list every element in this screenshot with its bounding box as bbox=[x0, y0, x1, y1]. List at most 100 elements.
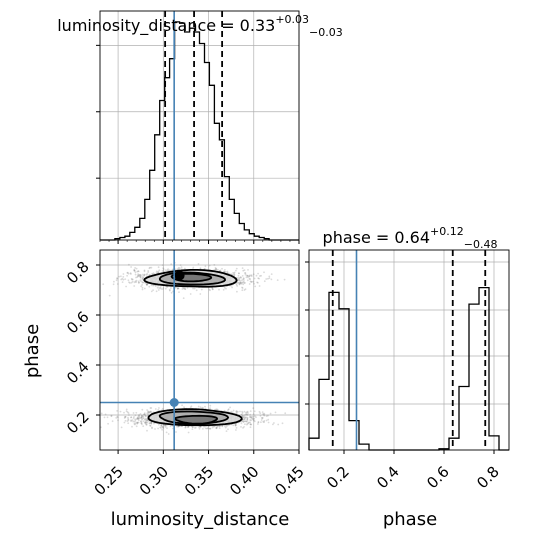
scatter-point bbox=[183, 287, 185, 290]
scatter-point bbox=[140, 285, 143, 288]
scatter-point bbox=[214, 408, 217, 411]
scatter-point bbox=[164, 424, 167, 427]
scatter-point bbox=[141, 286, 144, 289]
scatter-point bbox=[250, 423, 252, 426]
scatter-point bbox=[263, 421, 265, 424]
scatter-point bbox=[251, 415, 254, 418]
scatter-point bbox=[221, 424, 224, 427]
truth-marker bbox=[169, 398, 179, 407]
scatter-point bbox=[137, 274, 140, 277]
scatter-point bbox=[232, 424, 235, 427]
scatter-point bbox=[235, 427, 238, 429]
scatter-point bbox=[216, 426, 218, 428]
scatter-point bbox=[215, 268, 218, 271]
scatter-point bbox=[199, 425, 202, 428]
scatter-point bbox=[136, 422, 139, 424]
scatter-point bbox=[244, 272, 247, 274]
scatter-point bbox=[140, 422, 143, 425]
scatter-point bbox=[167, 433, 170, 435]
scatter-point bbox=[155, 290, 158, 293]
scatter-point bbox=[162, 287, 165, 289]
contour-line bbox=[170, 272, 213, 283]
scatter-point bbox=[243, 289, 246, 291]
scatter-point bbox=[134, 414, 137, 417]
scatter-point bbox=[248, 283, 251, 285]
scatter-point bbox=[131, 278, 134, 281]
scatter-point bbox=[133, 420, 136, 423]
scatter-point bbox=[161, 426, 164, 428]
scatter-point bbox=[178, 291, 180, 293]
scatter-point bbox=[137, 421, 140, 424]
scatter-point bbox=[140, 422, 143, 424]
scatter-point bbox=[182, 287, 185, 289]
scatter-point bbox=[249, 423, 252, 426]
scatter-point bbox=[257, 281, 259, 284]
scatter-point bbox=[252, 413, 255, 415]
scatter-point bbox=[245, 420, 248, 423]
scatter-point bbox=[213, 268, 216, 271]
scatter-point bbox=[149, 411, 151, 414]
scatter-point bbox=[134, 419, 137, 422]
scatter-point bbox=[141, 284, 144, 286]
scatter-point bbox=[124, 416, 126, 418]
scatter-point bbox=[239, 276, 242, 278]
scatter-point bbox=[123, 417, 126, 419]
scatter-point bbox=[178, 425, 180, 428]
scatter-point bbox=[231, 286, 234, 289]
scatter-point bbox=[134, 423, 136, 426]
scatter-point bbox=[112, 283, 115, 286]
scatter-point bbox=[262, 413, 264, 415]
scatter-point bbox=[116, 415, 119, 418]
x-tick-label: 0.4 bbox=[373, 463, 403, 493]
scatter-point bbox=[142, 420, 145, 423]
scatter-point bbox=[244, 414, 246, 416]
scatter-point bbox=[170, 287, 172, 289]
scatter-point bbox=[133, 423, 136, 425]
scatter-point bbox=[140, 420, 142, 423]
scatter-point bbox=[150, 410, 152, 413]
scatter-point bbox=[137, 419, 140, 422]
scatter-point bbox=[241, 415, 244, 418]
scatter-point bbox=[151, 273, 153, 275]
scatter-point bbox=[135, 279, 138, 282]
scatter-point bbox=[246, 418, 249, 421]
scatter-point bbox=[132, 412, 135, 414]
scatter-point bbox=[281, 422, 284, 425]
scatter-point bbox=[121, 281, 124, 283]
scatter-point bbox=[233, 272, 235, 275]
scatter-point bbox=[149, 266, 152, 269]
scatter-point bbox=[136, 270, 139, 273]
scatter-point bbox=[242, 421, 245, 423]
scatter-point bbox=[169, 425, 172, 428]
scatter-point bbox=[240, 281, 242, 284]
scatter-point bbox=[152, 272, 155, 274]
scatter-point bbox=[198, 427, 201, 430]
scatter-point bbox=[226, 270, 229, 273]
scatter-point bbox=[165, 424, 168, 427]
scatter-point bbox=[143, 413, 146, 415]
scatter-point bbox=[217, 268, 219, 271]
scatter-point bbox=[130, 273, 132, 275]
scatter-point bbox=[176, 425, 178, 428]
scatter-point bbox=[249, 426, 252, 429]
scatter-point bbox=[246, 416, 249, 419]
scatter-point bbox=[145, 423, 148, 426]
scatter-point bbox=[257, 277, 260, 280]
scatter-point bbox=[135, 281, 138, 283]
x-axis-label-luminosity-distance: luminosity_distance bbox=[111, 509, 290, 530]
y-axis-label-phase: phase bbox=[22, 324, 43, 378]
scatter-point bbox=[138, 416, 141, 418]
x-tick-label: 0.8 bbox=[473, 463, 503, 493]
scatter-point bbox=[235, 284, 238, 286]
scatter-point bbox=[141, 416, 143, 419]
scatter-point bbox=[143, 413, 145, 416]
scatter-point bbox=[247, 412, 249, 414]
scatter-point bbox=[237, 411, 239, 413]
scatter-point bbox=[213, 425, 216, 428]
scatter-point bbox=[137, 270, 140, 273]
scatter-point bbox=[167, 268, 170, 270]
scatter-point bbox=[147, 410, 150, 413]
panel-frame bbox=[308, 249, 510, 451]
scatter-point bbox=[229, 406, 232, 409]
scatter-point bbox=[235, 429, 237, 431]
